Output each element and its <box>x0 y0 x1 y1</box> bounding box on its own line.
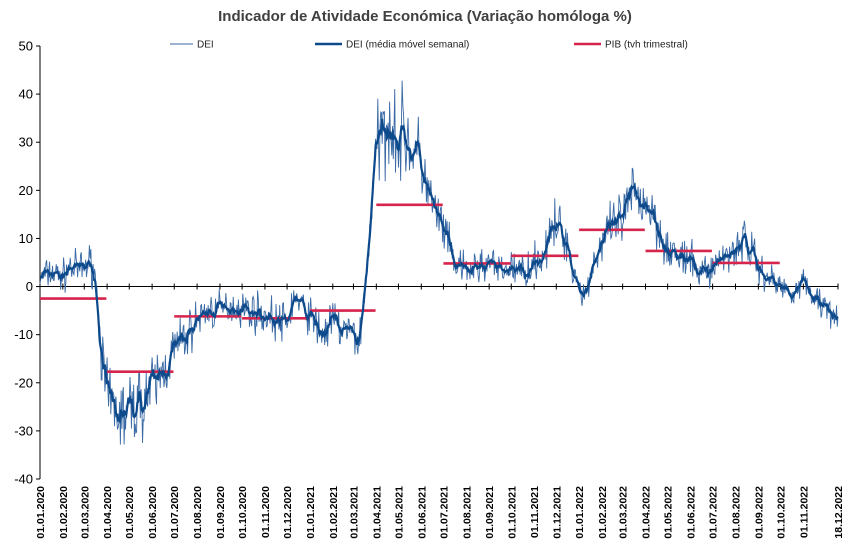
x-tick-label: 01.11.2020 <box>260 486 272 538</box>
x-tick-label: 01.01.2022 <box>574 486 586 539</box>
x-tick-label: 01.05.2022 <box>663 486 675 539</box>
y-tick-label: 40 <box>19 87 33 102</box>
x-tick-label: 01.03.2021 <box>348 486 360 539</box>
x-tick-label: 01.09.2020 <box>215 486 227 539</box>
x-tick-label: 18.12.2022 <box>833 486 845 539</box>
y-tick-label: -20 <box>14 375 33 390</box>
x-tick-label: 01.03.2022 <box>618 486 630 539</box>
x-tick-label: 01.02.2021 <box>328 486 340 539</box>
chart-title: Indicador de Atividade Económica (Variaç… <box>218 8 632 25</box>
x-tick-label: 01.01.2021 <box>305 486 317 539</box>
series-dei-moving-average-line <box>39 118 839 425</box>
x-tick-label: 01.08.2020 <box>192 486 204 539</box>
x-tick-label: 01.11.2022 <box>798 486 810 538</box>
legend: DEI DEI (média móvel semanal) PIB (tvh tri… <box>170 40 688 51</box>
legend-label: DEI (média móvel semanal) <box>346 40 469 51</box>
x-tick-label: 01.02.2022 <box>597 486 609 539</box>
y-tick-label: 50 <box>19 39 33 54</box>
x-tick-label: 01.04.2022 <box>641 486 653 539</box>
x-tick-label: 01.09.2021 <box>484 486 496 539</box>
y-tick-label: 10 <box>19 231 33 246</box>
x-tick-label: 01.09.2022 <box>753 486 765 539</box>
x-tick-label: 01.01.2020 <box>35 486 47 539</box>
x-tick-label: 01.04.2020 <box>102 486 114 539</box>
x-tick-label: 01.05.2020 <box>124 486 136 539</box>
x-tick-label: 01.03.2020 <box>79 486 91 539</box>
x-tick-label: 01.10.2020 <box>237 486 249 539</box>
y-tick-label: 0 <box>26 279 33 294</box>
x-tick-label: 01.12.2021 <box>551 486 563 539</box>
x-tick-label: 01.07.2022 <box>708 486 720 539</box>
y-tick-label: 30 <box>19 135 33 150</box>
x-tick-label: 01.07.2020 <box>169 486 181 539</box>
x-tick-label: 01.08.2021 <box>461 486 473 539</box>
y-tick-label: -10 <box>14 327 33 342</box>
series-dei-line <box>39 80 839 445</box>
legend-label: PIB (tvh trimestral) <box>605 40 688 51</box>
x-tick-label: 01.10.2022 <box>775 486 787 539</box>
x-tick-label: 01.06.2021 <box>416 486 428 539</box>
y-tick-label: 20 <box>19 183 33 198</box>
y-tick-label: -40 <box>14 472 33 487</box>
x-tick-label: 01.06.2022 <box>685 486 697 539</box>
plot-area <box>39 80 839 445</box>
x-tick-label: 01.06.2020 <box>147 486 159 539</box>
x-tick-label: 01.08.2022 <box>730 486 742 539</box>
legend-label: DEI <box>197 40 214 51</box>
x-axis: 01.01.2020 01.02.2020 01.03.2020 01.04.2020… <box>35 283 845 539</box>
x-tick-label: 01.02.2020 <box>58 486 70 539</box>
x-tick-label: 01.07.2021 <box>438 486 450 539</box>
y-tick-label: -30 <box>14 423 33 438</box>
x-tick-label: 01.04.2021 <box>371 486 383 539</box>
y-axis: -40 -30 -20 -10 0 10 20 30 40 50 <box>14 39 41 487</box>
x-tick-label: 01.12.2020 <box>282 486 294 539</box>
x-tick-label: 01.11.2021 <box>529 486 541 538</box>
x-tick-label: 01.05.2021 <box>393 486 405 539</box>
x-tick-label: 01.10.2021 <box>506 486 518 539</box>
